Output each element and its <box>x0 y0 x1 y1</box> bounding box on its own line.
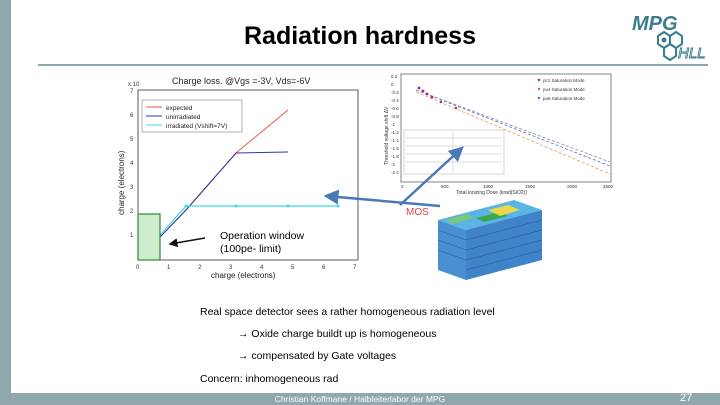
ytick: 6 <box>130 113 134 119</box>
ytick: 4 <box>130 161 134 167</box>
xtick: 4 <box>260 265 264 271</box>
svg-text:-1.8: -1.8 <box>391 154 399 159</box>
svg-text:2500: 2500 <box>603 184 614 189</box>
svg-text:-0.2: -0.2 <box>391 90 399 95</box>
xtick: 6 <box>322 265 326 271</box>
svg-text:1500: 1500 <box>525 184 536 189</box>
svg-text:500: 500 <box>441 184 449 189</box>
left-plot: Charge loss. @Vgs =-3V, Vds=-6V x 10 cha… <box>117 76 359 280</box>
left-plot-title: Charge loss. @Vgs =-3V, Vds=-6V <box>172 76 310 86</box>
unirradiated-line <box>137 151 289 261</box>
svg-text:pu6 Saturation Mode: pu6 Saturation Mode <box>543 96 585 101</box>
xtick: 2 <box>198 265 202 271</box>
logo-text-top: MPG <box>632 13 678 35</box>
mpg-hll-logo-icon: MPG HLL <box>632 13 706 62</box>
ytick: 3 <box>130 185 134 191</box>
right-plot-fit-table <box>403 129 505 175</box>
ytick: 2 <box>130 209 134 215</box>
right-plot-xlabel: Total ionizing Dose (krad(SiO2)) <box>456 190 527 196</box>
svg-text:-0.8: -0.8 <box>391 114 399 119</box>
radiation-figure: Charge loss. @Vgs =-3V, Vds=-6V x 10 cha… <box>117 73 614 280</box>
svg-text:pc1 Saturation Mode: pc1 Saturation Mode <box>543 78 585 83</box>
body-line-3: → compensated by Gate voltages <box>238 350 397 362</box>
svg-text:0.2: 0.2 <box>391 74 398 79</box>
body-line-1: Real space detector sees a rather homoge… <box>200 306 495 318</box>
legend-expected: expected <box>166 105 193 112</box>
body-line-4: Concern: inhomogeneous rad <box>200 373 339 385</box>
slide-title: Radiation hardness <box>244 22 476 50</box>
operation-window-limit: (100pe- limit) <box>220 243 282 255</box>
xtick: 5 <box>291 265 295 271</box>
right-plot-yticks: 0.2 0 -0.2 -0.4 -0.6 -0.8 -1 -1.2 -1.4 -… <box>391 74 399 175</box>
body-line-2: → Oxide charge buildt up is homogeneous <box>238 328 437 340</box>
svg-text:-2.2: -2.2 <box>391 170 399 175</box>
mos-label: MOS <box>406 207 429 218</box>
svg-text:0: 0 <box>401 184 404 189</box>
xtick: 1 <box>167 265 171 271</box>
logo-text-bottom: HLL <box>678 45 706 62</box>
fit-line-1 <box>415 91 611 175</box>
left-plot-xticks: 0 1 2 3 4 5 6 7 <box>136 265 357 271</box>
left-plot-exponent: x 10 <box>128 82 140 88</box>
left-plot-yticks: 1 2 3 4 5 6 7 <box>130 89 134 239</box>
legend-unirradiated: unirradiated <box>166 114 201 121</box>
footer-bar <box>0 393 720 405</box>
fit-line-3 <box>415 89 611 163</box>
right-plot-xticks: 0 500 1000 1500 2000 2500 <box>401 184 614 189</box>
left-frame-bar <box>0 0 11 405</box>
ytick: 7 <box>130 89 134 95</box>
mos-simulation-image <box>437 200 543 280</box>
xtick: 3 <box>229 265 233 271</box>
page-number: 27 <box>680 392 693 404</box>
svg-text:-1.2: -1.2 <box>391 130 399 135</box>
svg-text:pu4 Saturation Mode: pu4 Saturation Mode <box>543 87 585 92</box>
slide-footer: Christian Koffmane / Halbleiterlabor der… <box>274 394 446 404</box>
legend-irradiated: irradiated (Vshift=7V) <box>166 123 227 130</box>
right-plot-legend: pc1 Saturation Mode pu4 Saturation Mode … <box>537 78 585 101</box>
svg-text:-1.4: -1.4 <box>391 138 399 143</box>
ytick: 1 <box>130 233 134 239</box>
left-plot-legend: expected unirradiated irradiated (Vshift… <box>141 99 243 133</box>
svg-text:-2: -2 <box>391 162 395 167</box>
svg-text:-1.6: -1.6 <box>391 146 399 151</box>
left-plot-xlabel: charge (electrons) <box>211 271 276 280</box>
svg-text:1000: 1000 <box>483 184 494 189</box>
right-plot-points <box>417 86 458 110</box>
svg-text:2000: 2000 <box>567 184 578 189</box>
svg-text:-0.4: -0.4 <box>391 98 399 103</box>
right-plot-ylabel: Threshold voltage shift ΔV <box>384 106 390 165</box>
left-plot-ylabel: charge (electrons) <box>117 150 126 215</box>
svg-text:-0.6: -0.6 <box>391 106 399 111</box>
xtick: 0 <box>136 265 140 271</box>
svg-text:-1: -1 <box>391 122 395 127</box>
svg-text:0: 0 <box>391 82 394 87</box>
title-divider <box>38 64 708 66</box>
operation-window-box <box>137 213 161 261</box>
xtick: 7 <box>353 265 357 271</box>
right-plot: Threshold voltage shift ΔV Total ionizin… <box>384 73 614 196</box>
operation-window-label: Operation window <box>220 230 305 242</box>
ytick: 5 <box>130 137 134 143</box>
